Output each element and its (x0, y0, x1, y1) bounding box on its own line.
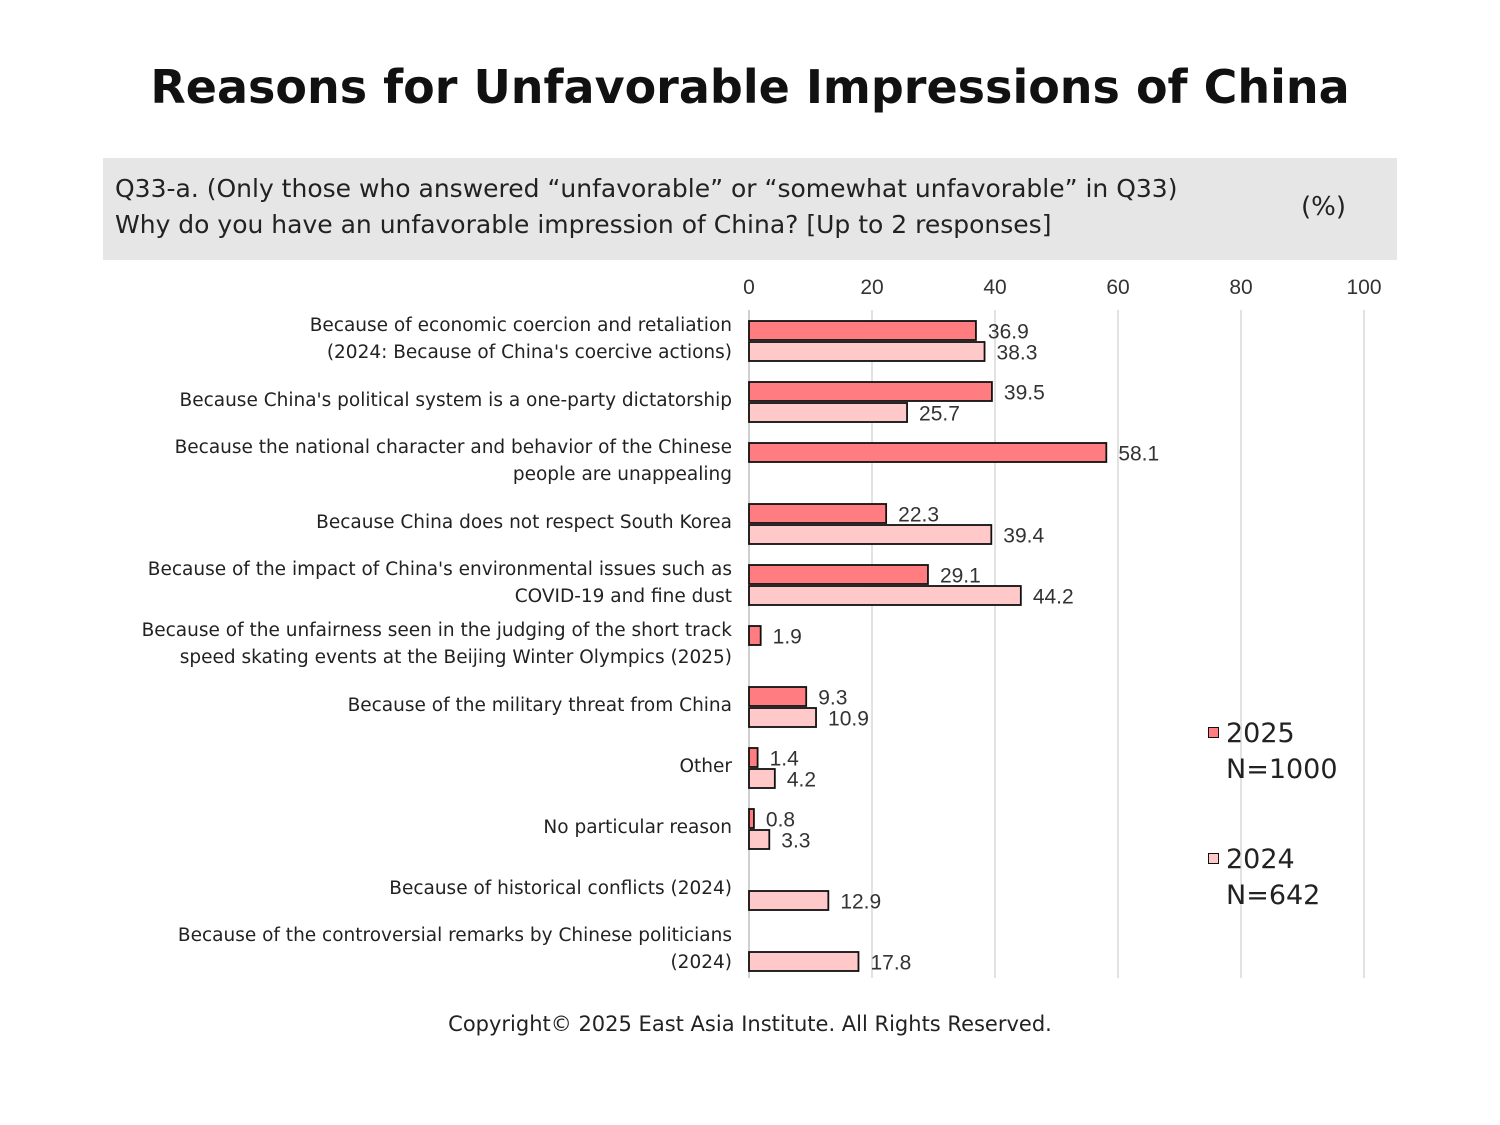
bar-2025 (748, 564, 929, 585)
data-label-2025: 36.9 (988, 321, 1029, 344)
data-label-2025: 1.9 (773, 626, 802, 649)
data-label-2024: 25.7 (919, 403, 960, 426)
category-label: Because of the impact of China's environ… (147, 559, 732, 607)
question-box: Q33-a. (Only those who answered “unfavor… (103, 158, 1397, 260)
category-label: Because of the unfairness seen in the ju… (141, 620, 732, 668)
data-label-2024: 3.3 (781, 830, 810, 853)
x-tick-label: 100 (1346, 276, 1381, 299)
bar-2025 (748, 625, 762, 646)
data-label-2024: 4.2 (787, 769, 816, 792)
category-label: Because the national character and behav… (174, 437, 732, 485)
category-label: Because of historical conflicts (2024) (389, 877, 732, 899)
data-label-2025: 39.5 (1004, 382, 1045, 405)
x-tick-label: 0 (743, 276, 755, 299)
bar-2024 (748, 951, 860, 972)
x-tick-label: 60 (1106, 276, 1129, 299)
data-label-2025: 0.8 (766, 809, 795, 832)
bar-2024 (748, 341, 986, 362)
bar-2025 (748, 503, 888, 524)
bar-2024 (748, 524, 993, 545)
category-label: Other (679, 755, 732, 777)
bar-2024 (748, 585, 1022, 606)
bar-2024 (748, 768, 776, 789)
data-label-2024: 12.9 (840, 891, 881, 914)
data-label-2025: 58.1 (1118, 443, 1159, 466)
category-label: Because of economic coercion and retalia… (309, 315, 732, 363)
question-line-1: Q33-a. (Only those who answered “unfavor… (115, 174, 1178, 203)
category-label: Because of the controversial remarks by … (177, 925, 732, 973)
copyright-footer: Copyright© 2025 East Asia Institute. All… (448, 1012, 1052, 1036)
category-label: Because China's political system is a on… (179, 389, 733, 411)
data-label-2024: 38.3 (997, 342, 1038, 365)
x-tick-label: 20 (860, 276, 883, 299)
data-label-2024: 44.2 (1033, 586, 1074, 609)
bar-2024 (748, 890, 830, 911)
data-label-2025: 22.3 (898, 504, 939, 527)
bar-2024 (748, 402, 908, 423)
category-label: No particular reason (543, 816, 732, 838)
bar-2025 (748, 320, 977, 341)
data-label-2024: 10.9 (828, 708, 869, 731)
bar-2025 (748, 747, 759, 768)
legend-swatch (1208, 727, 1219, 738)
legend-label: 2024 N=642 (1226, 844, 1321, 911)
data-label-2025: 1.4 (770, 748, 800, 771)
data-label-2025: 9.3 (818, 687, 847, 710)
unit-label: (%) (1301, 192, 1346, 222)
legend-swatch (1208, 853, 1219, 864)
category-label: Because of the military threat from Chin… (347, 694, 732, 716)
category-label: Because China does not respect South Kor… (316, 511, 732, 533)
legend-label: 2025 N=1000 (1226, 718, 1338, 785)
x-tick-label: 80 (1229, 276, 1252, 299)
bar-2025 (748, 808, 755, 829)
bar-2025 (748, 381, 993, 402)
bar-2025 (748, 686, 808, 707)
bar-2025 (748, 442, 1108, 463)
data-label-2025: 29.1 (940, 565, 981, 588)
question-line-2: Why do you have an unfavorable impressio… (115, 210, 1052, 239)
bar-2024 (748, 829, 771, 850)
x-tick-label: 40 (983, 276, 1006, 299)
chart-title: Reasons for Unfavorable Impressions of C… (150, 60, 1350, 114)
data-label-2024: 17.8 (870, 952, 911, 975)
data-label-2024: 39.4 (1003, 525, 1044, 548)
bar-2024 (748, 707, 817, 728)
